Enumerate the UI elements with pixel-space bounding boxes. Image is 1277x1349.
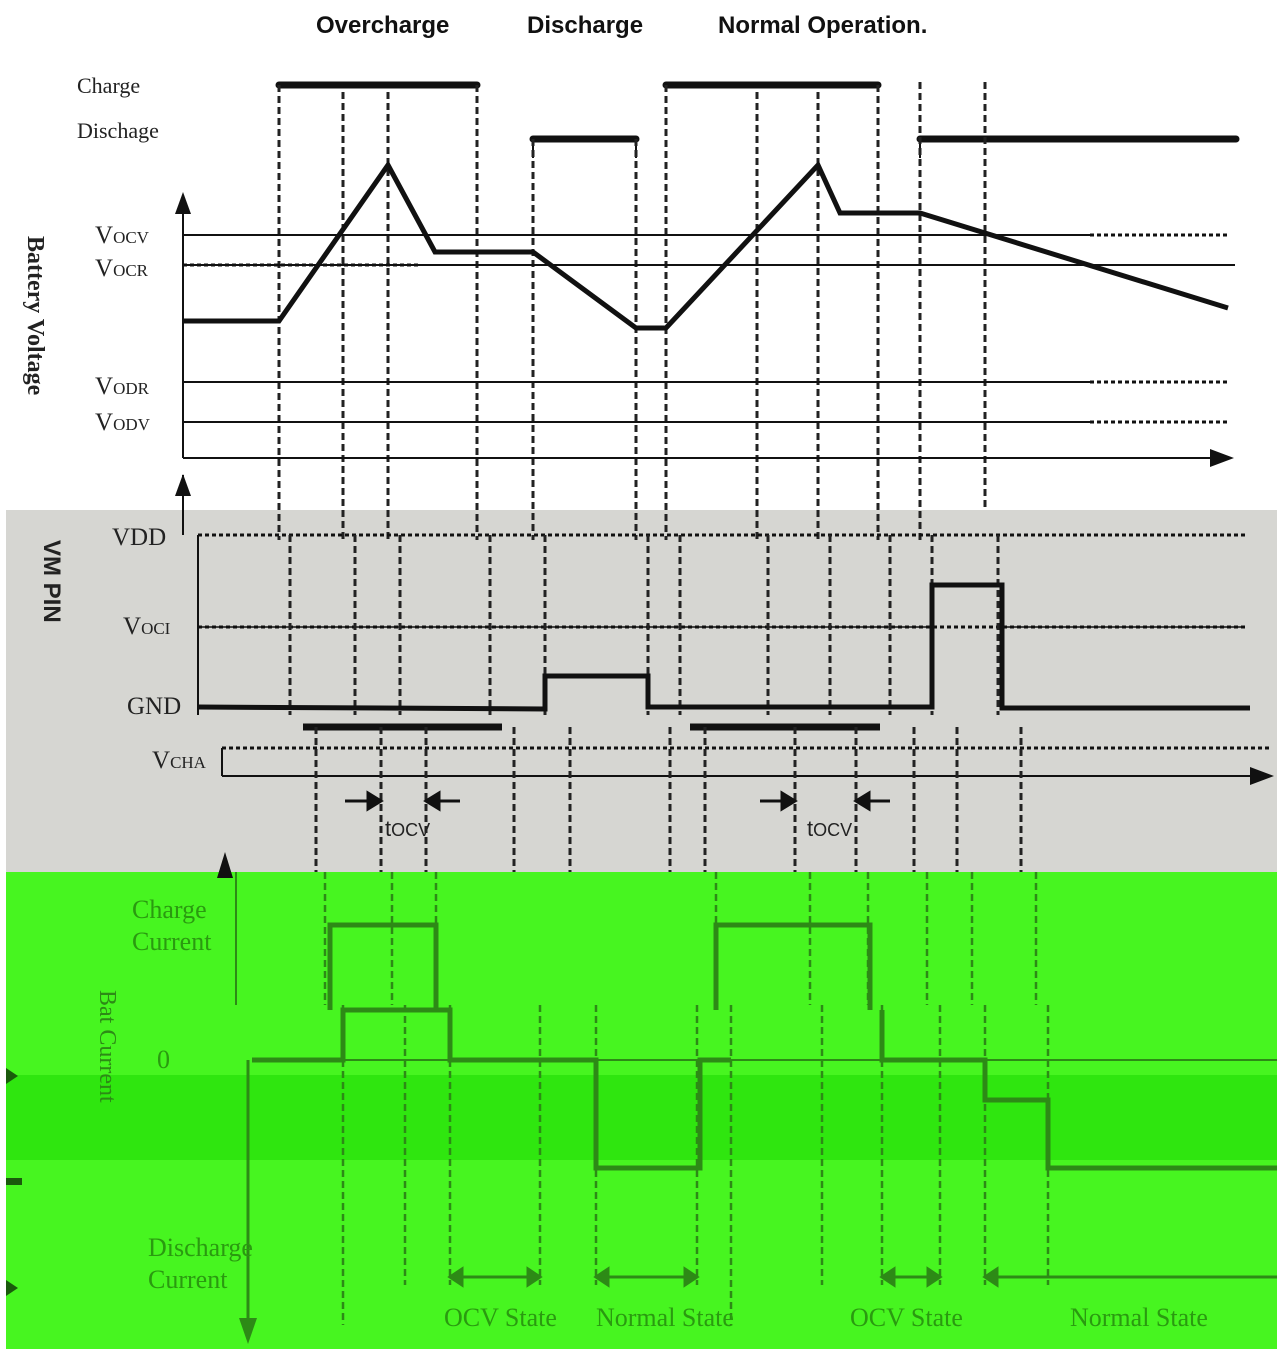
header-normal-operation: Normal Operation. bbox=[718, 12, 927, 39]
vm-panel-background bbox=[6, 510, 1277, 872]
header-overcharge: Overcharge bbox=[316, 12, 449, 39]
charge-current-label-line1: Charge bbox=[132, 895, 207, 924]
vcha-label: VCHA bbox=[152, 747, 207, 774]
charge-pulse-1 bbox=[327, 922, 439, 1010]
battery-y-arrow bbox=[175, 192, 191, 214]
state-bars bbox=[275, 81, 1240, 143]
vdd-label: VDD bbox=[112, 524, 166, 551]
state-label-ocv-2: OCV State bbox=[850, 1303, 963, 1332]
charge-row-label: Charge bbox=[77, 73, 140, 98]
header: Overcharge Discharge Normal Operation. bbox=[316, 12, 927, 39]
battery-voltage-axis-label: Battery Voltage bbox=[22, 236, 48, 396]
vodr-label: VODR bbox=[95, 373, 150, 400]
vocr-label: VOCR bbox=[95, 255, 149, 282]
bat-current-axis-label: Bat Current bbox=[94, 990, 120, 1103]
header-discharge: Discharge bbox=[527, 12, 643, 39]
bat-current-trace-2 bbox=[879, 1010, 1277, 1171]
vm-pin-panel: VDD VOCI GND VM PIN VCHA bbox=[38, 474, 1274, 878]
vodv-label: VODV bbox=[95, 409, 151, 436]
battery-voltage-trace bbox=[183, 160, 1229, 331]
tocv-marker-1 bbox=[345, 790, 460, 812]
state-label-normal-1: Normal State bbox=[596, 1303, 734, 1332]
gnd-label: GND bbox=[127, 693, 181, 720]
discharge-current-label-line2: Current bbox=[148, 1265, 228, 1294]
current-panel: Charge Current 0 Discharge Current Bat C… bbox=[6, 872, 1277, 1344]
zero-current-label: 0 bbox=[157, 1045, 170, 1074]
charge-pulse-2 bbox=[713, 922, 873, 1010]
battery-voltage-panel: VOCV VOCR VODR VODV Battery Voltage bbox=[22, 160, 1235, 467]
current-panel-band bbox=[6, 1075, 1277, 1160]
bat-current-trace-1 bbox=[252, 1007, 731, 1171]
vm-pin-trace bbox=[197, 582, 1250, 712]
charge-current-label-line2: Current bbox=[132, 927, 212, 956]
tocv-label-1: tOCV bbox=[385, 816, 430, 841]
battery-x-arrow bbox=[1210, 449, 1234, 467]
state-label-normal-2: Normal State bbox=[1070, 1303, 1208, 1332]
tocv-marker-2 bbox=[760, 790, 890, 812]
discharge-current-label-line1: Discharge bbox=[148, 1233, 253, 1262]
tocv-label-2: tOCV bbox=[807, 816, 852, 841]
discharge-row-label: Dischage bbox=[77, 118, 159, 143]
vm-pin-axis-label: VM PIN bbox=[38, 540, 65, 623]
timing-markers-top bbox=[277, 82, 987, 540]
voci-label: VOCI bbox=[123, 613, 171, 640]
state-label-ocv-1: OCV State bbox=[444, 1303, 557, 1332]
vocv-label: VOCV bbox=[95, 222, 150, 249]
